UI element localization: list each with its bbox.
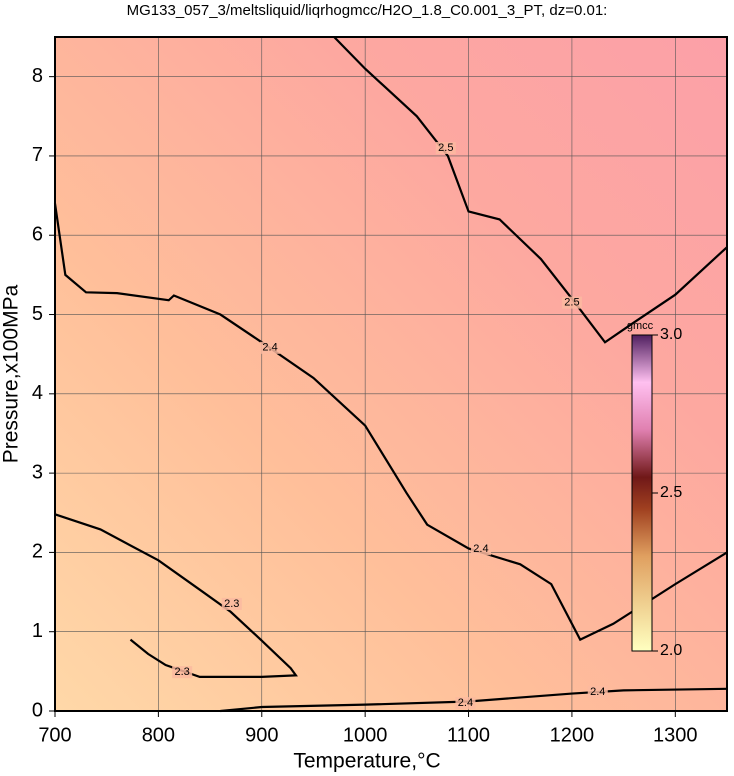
y-tick-label: 0 xyxy=(32,699,43,721)
contour-label: 2.5 xyxy=(564,297,579,309)
colorbar-tick-label: 2.5 xyxy=(660,484,682,501)
contour-label-bg xyxy=(587,685,608,698)
contour-line xyxy=(333,36,728,344)
y-tick-label: 5 xyxy=(32,303,43,325)
contour-label: 2.3 xyxy=(175,666,190,678)
colorbar-tick-label: 3.0 xyxy=(660,326,682,343)
y-tick-label: 3 xyxy=(32,461,43,483)
contour-label: 2.5 xyxy=(438,142,453,154)
contour-label-bg xyxy=(221,597,242,610)
contour-label-bg xyxy=(455,697,476,710)
x-tick-label: 1100 xyxy=(447,724,490,746)
y-tick-label: 7 xyxy=(32,144,43,166)
x-tick-label: 700 xyxy=(38,724,71,746)
contour-label-bg xyxy=(435,142,456,155)
y-tick-label: 8 xyxy=(32,65,43,87)
contour-label-bg xyxy=(172,666,193,679)
y-tick-label: 1 xyxy=(32,620,43,642)
y-tick-label: 4 xyxy=(32,382,43,404)
x-axis-label: Temperature,°C xyxy=(293,750,440,773)
contour-label: 2.4 xyxy=(473,543,488,555)
contour-line xyxy=(54,513,298,679)
contour-label: 2.4 xyxy=(458,697,473,709)
colorbar-tick-label: 2.0 xyxy=(660,642,682,659)
colorbar xyxy=(631,334,653,652)
contour-label-bg xyxy=(260,341,281,354)
contour-label-bg xyxy=(470,543,491,556)
x-tick-label: 800 xyxy=(142,724,175,746)
contour-label: 2.4 xyxy=(590,686,605,698)
x-tick-label: 1200 xyxy=(550,724,595,746)
frame xyxy=(54,36,728,712)
x-tick-label: 1300 xyxy=(653,724,698,746)
y-axis-label: Pressure,x100MPa xyxy=(0,284,23,463)
y-tick-label: 6 xyxy=(32,224,43,246)
contour-label: 2.3 xyxy=(224,598,239,610)
contour-line xyxy=(53,203,728,642)
contour-label-bg xyxy=(561,296,582,309)
chart-title: MG133_057_3/meltsliquid/liqrhogmcc/H2O_1… xyxy=(127,2,608,19)
x-tick-label: 1000 xyxy=(343,724,388,746)
x-tick-label: 900 xyxy=(245,724,278,746)
plot-area xyxy=(55,37,727,711)
y-tick-label: 2 xyxy=(32,541,43,563)
colorbar-label: gmcc xyxy=(627,320,654,332)
contour-label: 2.4 xyxy=(262,342,277,354)
